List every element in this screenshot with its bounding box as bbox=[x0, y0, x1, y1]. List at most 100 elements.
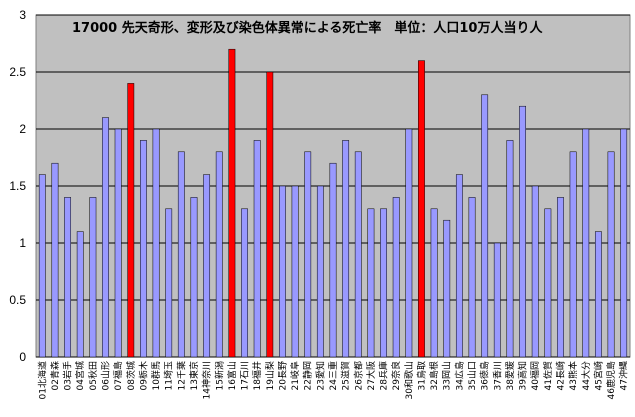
x-tick-label: 26京都 bbox=[352, 361, 364, 390]
x-tick-label: 06山形 bbox=[100, 361, 112, 390]
x-tick-label: 47沖縄 bbox=[618, 361, 630, 390]
x-tick-label: 42長崎 bbox=[554, 361, 566, 390]
bar-23愛知 bbox=[316, 185, 324, 358]
x-tick-label: 32島根 bbox=[428, 361, 440, 390]
bar-39高知 bbox=[519, 105, 526, 358]
x-tick-label: 39高知 bbox=[517, 361, 529, 390]
grid-lines bbox=[36, 14, 630, 358]
bar-46鹿児島 bbox=[607, 151, 615, 358]
bars bbox=[38, 48, 628, 358]
x-tick-label: 02青森 bbox=[49, 361, 61, 390]
x-tick-label: 22静岡 bbox=[302, 361, 314, 390]
bar-07福島 bbox=[114, 128, 122, 358]
x-tick-label: 08茨城 bbox=[125, 361, 137, 390]
bar-25滋賀 bbox=[342, 140, 350, 358]
x-tick-label: 33岡山 bbox=[442, 361, 453, 390]
x-tick-label: 46鹿児島 bbox=[605, 361, 617, 399]
bar-21岐阜 bbox=[291, 185, 299, 358]
x-tick-label: 13東京 bbox=[188, 361, 200, 390]
bar-24三重 bbox=[329, 162, 337, 358]
bar-27大阪 bbox=[367, 208, 375, 358]
bar-26京都 bbox=[354, 151, 362, 358]
bar-42長崎 bbox=[557, 197, 564, 358]
bar-31鳥取 bbox=[418, 60, 425, 358]
y-tick-label: 0.5 bbox=[9, 293, 26, 307]
bar-12千葉 bbox=[177, 151, 185, 358]
x-tick-label: 05秋田 bbox=[87, 361, 99, 390]
bar-06山形 bbox=[102, 117, 109, 358]
bar-29奈良 bbox=[392, 197, 400, 358]
bar-03岩手 bbox=[64, 197, 72, 358]
bar-41佐賀 bbox=[544, 208, 552, 358]
bar-35山口 bbox=[468, 197, 476, 358]
bar-45宮崎 bbox=[594, 231, 602, 358]
x-tick-label: 40福岡 bbox=[529, 361, 541, 390]
x-tick-label: 37香川 bbox=[492, 361, 503, 390]
y-tick-label: 1 bbox=[19, 236, 26, 250]
bar-30和歌山 bbox=[405, 128, 413, 358]
x-tick-label: 11埼玉 bbox=[163, 361, 175, 390]
x-tick-label: 12千葉 bbox=[175, 361, 187, 390]
bar-36徳島 bbox=[481, 94, 489, 358]
bar-17石川 bbox=[241, 208, 248, 358]
x-tick-label: 28兵庫 bbox=[378, 361, 390, 390]
bar-01北海道 bbox=[38, 174, 46, 358]
bar-20長野 bbox=[279, 185, 286, 358]
bar-05秋田 bbox=[89, 197, 97, 358]
x-tick-label: 19山梨 bbox=[264, 361, 276, 390]
x-tick-label: 15新潟 bbox=[213, 361, 225, 390]
x-tick-label: 31鳥取 bbox=[415, 361, 427, 390]
x-tick-label: 14神奈川 bbox=[201, 361, 213, 399]
y-tick-label: 1.5 bbox=[9, 179, 26, 193]
y-axis-ticks: 0 0.5 1 1.5 2 2.5 3 bbox=[9, 8, 26, 364]
bar-11埼玉 bbox=[165, 208, 173, 358]
x-tick-label: 16富山 bbox=[226, 361, 238, 390]
bar-33岡山 bbox=[443, 219, 451, 358]
x-tick-label: 34広島 bbox=[453, 361, 465, 390]
x-tick-label: 24三重 bbox=[327, 361, 339, 390]
bar-18福井 bbox=[253, 140, 261, 358]
x-tick-label: 23愛知 bbox=[314, 361, 326, 390]
bar-02青森 bbox=[51, 162, 59, 358]
bar-09栃木 bbox=[140, 140, 147, 358]
x-tick-label: 45宮崎 bbox=[592, 361, 604, 390]
bar-38愛媛 bbox=[506, 140, 514, 358]
x-tick-label: 17石川 bbox=[241, 361, 251, 390]
x-tick-label: 09栃木 bbox=[137, 361, 149, 390]
bar-13東京 bbox=[190, 197, 198, 358]
x-tick-label: 20長野 bbox=[277, 361, 288, 390]
bar-16富山 bbox=[228, 48, 236, 358]
x-tick-label: 07福島 bbox=[112, 361, 124, 390]
bar-08茨城 bbox=[127, 83, 135, 358]
x-tick-label: 44大分 bbox=[580, 361, 592, 390]
bar-43熊本 bbox=[569, 151, 577, 358]
x-tick-label: 30和歌山 bbox=[403, 361, 415, 399]
bar-37香川 bbox=[493, 242, 501, 358]
x-tick-label: 38愛媛 bbox=[504, 361, 516, 390]
bar-15新潟 bbox=[215, 151, 223, 358]
bar-44大分 bbox=[582, 128, 590, 358]
bar-14神奈川 bbox=[203, 174, 211, 358]
y-tick-label: 2 bbox=[19, 122, 26, 136]
bar-28兵庫 bbox=[380, 208, 387, 358]
x-tick-label: 35山口 bbox=[467, 361, 478, 390]
bar-22静岡 bbox=[304, 151, 312, 358]
y-tick-label: 0 bbox=[19, 350, 26, 364]
x-tick-label: 27大阪 bbox=[365, 361, 377, 390]
x-tick-label: 43熊本 bbox=[567, 361, 579, 390]
bar-32島根 bbox=[430, 208, 438, 358]
x-axis-ticks: 01北海道 02青森 03岩手 04宮城 05秋田 06山形 07福島 08茨城 09栃木 10群… bbox=[36, 361, 629, 399]
x-tick-label: 36徳島 bbox=[479, 361, 491, 390]
bar-40福岡 bbox=[531, 185, 539, 358]
y-tick-label: 2.5 bbox=[9, 65, 26, 79]
x-tick-label: 25滋賀 bbox=[340, 361, 352, 390]
x-tick-label: 41佐賀 bbox=[542, 361, 554, 390]
bar-04宮城 bbox=[76, 231, 84, 358]
x-tick-label: 03岩手 bbox=[62, 361, 74, 390]
x-tick-label: 01北海道 bbox=[36, 361, 48, 399]
x-tick-label: 04宮城 bbox=[74, 361, 86, 390]
chart-title: 17000 先天奇形、変形及び染色体異常による死亡率 単位：人口10万人当り人 bbox=[72, 20, 543, 36]
y-tick-label: 3 bbox=[19, 8, 26, 22]
x-tick-label: 10群馬 bbox=[150, 361, 162, 390]
